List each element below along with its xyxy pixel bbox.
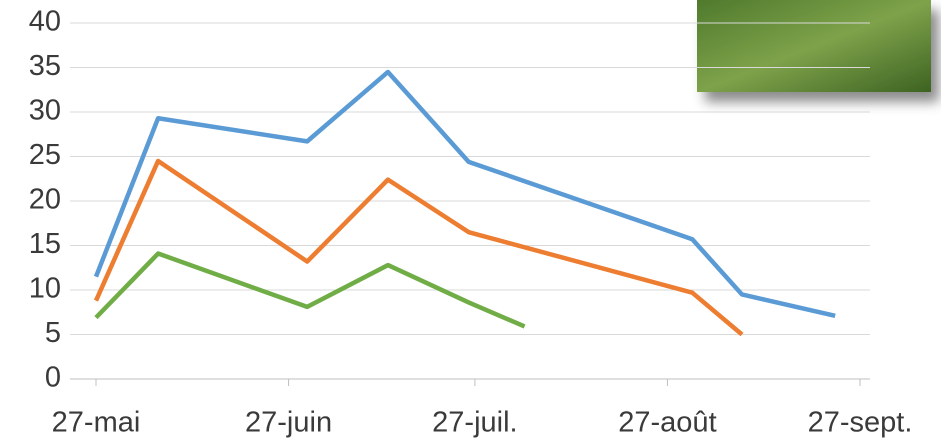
y-tick-label: 40 [29, 6, 61, 38]
line [96, 161, 742, 335]
x-tick-label: 27-août [618, 407, 716, 439]
y-tick-label: 35 [29, 50, 61, 82]
x-tick-label: 27-juil. [432, 407, 517, 439]
y-tick-label: 15 [29, 228, 61, 260]
y-tick-label: 5 [45, 317, 61, 349]
y-tick-label: 0 [45, 362, 61, 394]
y-tick-label: 25 [29, 139, 61, 171]
chart: 0 5 10 15 20 25 30 35 40 27-mai 27-juin 27-juil. 27-… [0, 0, 941, 447]
x-tick-label: 27-sept. [808, 407, 913, 439]
y-tick-label: 20 [29, 184, 61, 216]
x-tick-label: 27-mai [52, 407, 141, 439]
y-tick-label: 30 [29, 95, 61, 127]
x-tick-label: 27-juin [245, 407, 332, 439]
y-tick-label: 10 [29, 273, 61, 305]
photo [697, 0, 931, 92]
